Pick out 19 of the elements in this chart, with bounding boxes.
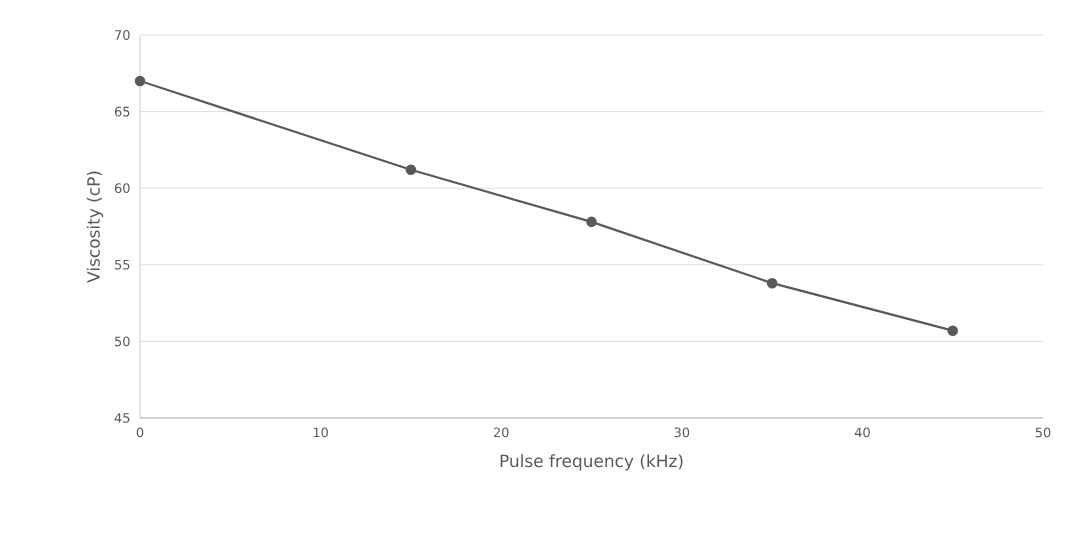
x-tick-label: 50 [1035, 427, 1051, 438]
y-tick-label: 50 [115, 336, 130, 347]
x-tick-label: 20 [493, 427, 509, 438]
point [947, 325, 958, 336]
x-tick-label: 40 [854, 427, 870, 438]
y-tick-label: 45 [114, 413, 130, 423]
x-tick-label: 0 [136, 427, 144, 438]
y-tick-label: 55 [115, 259, 130, 270]
point [586, 216, 597, 228]
point [405, 164, 417, 176]
point [134, 75, 146, 87]
y-tick-label: 60 [114, 183, 130, 194]
x-tick-label: 10 [313, 427, 328, 438]
point [766, 277, 778, 289]
x-tick-label: 30 [674, 427, 690, 438]
y-tick-label: 65 [114, 106, 130, 117]
x-axis-title: Pulse frequency (kHz) [500, 454, 683, 471]
y-tick-label: 70 [115, 30, 130, 40]
y-axis-title: Viscosity (cP) [86, 171, 104, 283]
